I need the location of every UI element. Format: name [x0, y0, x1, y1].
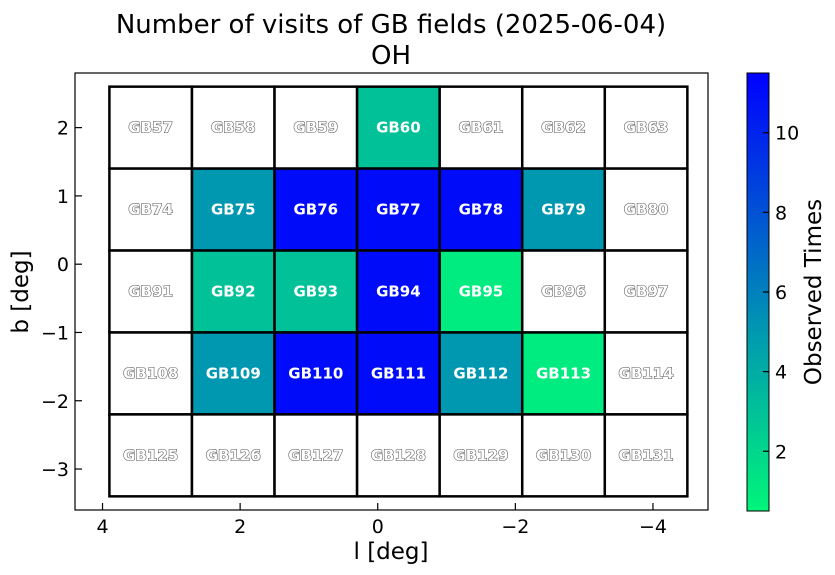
field-cell-gb77: [355, 167, 441, 252]
field-label-gb114: GB114: [619, 364, 674, 382]
y-tick-label: 0: [57, 254, 69, 276]
colorbar-ticks: 2 4 6 8 10: [763, 123, 799, 463]
field-cell-gb95: [438, 249, 524, 334]
y-tick-label: −3: [41, 459, 69, 481]
field-cell-gb96: [520, 249, 607, 334]
field-label-gb74: GB74: [128, 201, 173, 219]
field-cell-gb97: [603, 249, 689, 334]
field-cell-gb112: [438, 331, 524, 416]
field-label-gb94: GB94: [376, 283, 421, 301]
field-label-gb63: GB63: [624, 119, 669, 137]
y-tick-label: 2: [57, 118, 69, 140]
field-label-gb125: GB125: [123, 446, 178, 464]
x-tick-label: 0: [372, 516, 384, 538]
chart-title: Number of visits of GB fields (2025-06-0…: [116, 10, 666, 40]
field-label-gb92: GB92: [211, 283, 256, 301]
field-cell-gb57: [108, 85, 194, 170]
field-label-gb96: GB96: [541, 283, 586, 301]
field-label-gb109: GB109: [206, 364, 261, 382]
field-label-gb130: GB130: [536, 446, 591, 464]
field-label-gb91: GB91: [128, 283, 173, 301]
field-label-gb57: GB57: [128, 119, 173, 137]
field-cell-gb108: [108, 331, 194, 416]
field-cell-gb129: [438, 413, 524, 498]
field-label-gb60: GB60: [376, 119, 421, 137]
field-cell-gb114: [603, 331, 689, 416]
colorbar-tick-label: 2: [775, 441, 787, 463]
field-label-gb95: GB95: [459, 283, 504, 301]
field-cell-gb130: [520, 413, 607, 498]
colorbar-label: Observed Times: [801, 199, 827, 385]
field-cell-gb126: [190, 413, 276, 498]
x-tick-label: −2: [501, 516, 529, 538]
field-label-gb131: GB131: [619, 446, 674, 464]
heatmap-cells: GB57 GB58 GB59 GB60 GB61 GB62 GB63 GB74 GB75 GB76…: [108, 85, 689, 498]
chart-subtitle: OH: [371, 41, 411, 71]
field-cell-gb92: [190, 249, 276, 334]
x-tick-label: 4: [96, 516, 108, 538]
field-label-gb111: GB111: [371, 364, 426, 382]
field-label-gb126: GB126: [206, 446, 261, 464]
field-label-gb128: GB128: [371, 446, 426, 464]
x-tick-label: −4: [639, 516, 667, 538]
field-label-gb113: GB113: [536, 364, 591, 382]
field-label-gb58: GB58: [211, 119, 256, 137]
colorbar-tick-label: 8: [775, 202, 787, 224]
y-tick-label: −2: [41, 391, 69, 413]
field-label-gb112: GB112: [453, 364, 508, 382]
field-label-gb77: GB77: [376, 201, 421, 219]
field-label-gb97: GB97: [624, 283, 669, 301]
colorbar-tick-label: 10: [775, 123, 799, 145]
field-label-gb79: GB79: [541, 201, 586, 219]
x-axis-ticks: 4 2 0 −2 −4: [96, 503, 667, 538]
field-label-gb110: GB110: [288, 364, 343, 382]
field-label-gb108: GB108: [123, 364, 178, 382]
field-cell-gb91: [108, 249, 194, 334]
field-cell-gb61: [438, 85, 524, 170]
field-cell-gb131: [603, 413, 689, 498]
colorbar-tick-label: 4: [775, 362, 787, 384]
x-axis-label: l [deg]: [354, 539, 429, 565]
field-label-gb75: GB75: [211, 201, 256, 219]
field-cell-gb94: [355, 249, 441, 334]
field-label-gb61: GB61: [459, 119, 504, 137]
y-tick-label: 1: [57, 186, 69, 208]
field-label-gb129: GB129: [453, 446, 508, 464]
field-label-gb76: GB76: [294, 201, 339, 219]
colorbar-tick-label: 6: [775, 282, 787, 304]
field-label-gb78: GB78: [459, 201, 504, 219]
field-cell-gb63: [603, 85, 689, 170]
field-label-gb127: GB127: [288, 446, 343, 464]
field-label-gb62: GB62: [541, 119, 586, 137]
y-axis-ticks: 2 1 0 −1 −2 −3: [41, 118, 82, 481]
field-cell-gb79: [520, 167, 607, 252]
field-label-gb80: GB80: [624, 201, 669, 219]
field-label-gb59: GB59: [294, 119, 339, 137]
y-tick-label: −1: [41, 322, 69, 344]
x-tick-label: 2: [234, 516, 246, 538]
field-label-gb93: GB93: [294, 283, 339, 301]
y-axis-label: b [deg]: [8, 250, 34, 333]
field-cell-gb75: [190, 167, 276, 252]
